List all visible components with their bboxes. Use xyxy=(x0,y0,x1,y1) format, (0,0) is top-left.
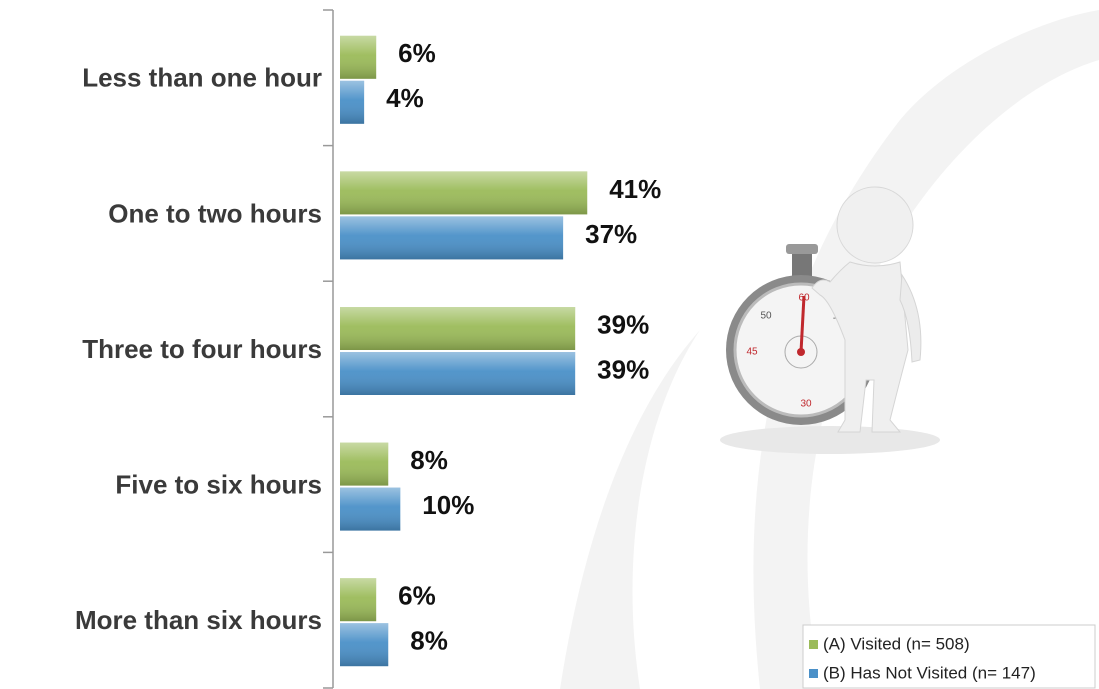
svg-text:60: 60 xyxy=(798,293,810,304)
legend-swatch xyxy=(809,640,818,649)
svg-text:50: 50 xyxy=(760,311,772,322)
value-label: 10% xyxy=(422,490,474,520)
bar-shine xyxy=(340,171,588,215)
category-label: Five to six hours xyxy=(115,469,322,499)
bar-shine xyxy=(340,442,389,486)
value-label: 39% xyxy=(597,309,649,339)
bar-shine xyxy=(340,352,576,395)
legend-swatch xyxy=(809,669,818,678)
value-label: 6% xyxy=(398,581,436,611)
category-label: Less than one hour xyxy=(82,63,322,93)
value-label: 41% xyxy=(609,174,661,204)
bar-shine xyxy=(340,216,564,260)
legend-box xyxy=(802,624,1096,689)
bar-shine xyxy=(340,578,377,622)
value-label: 6% xyxy=(398,38,436,68)
category-label: Three to four hours xyxy=(82,334,322,364)
bar-shine xyxy=(340,80,365,124)
value-label: 39% xyxy=(597,354,649,384)
legend-label: (B) Has Not Visited (n= 147) xyxy=(823,663,1036,682)
svg-text:30: 30 xyxy=(800,399,812,410)
legend-label: (A) Visited (n= 508) xyxy=(823,634,970,653)
svg-text:45: 45 xyxy=(746,347,758,358)
value-label: 8% xyxy=(410,445,448,475)
category-label: More than six hours xyxy=(75,605,322,635)
value-label: 4% xyxy=(386,83,424,113)
bar-shine xyxy=(340,487,401,531)
bar-shine xyxy=(340,307,576,350)
bar-shine xyxy=(340,35,377,79)
value-label: 37% xyxy=(585,219,637,249)
bar-shine xyxy=(340,623,389,667)
category-label: One to two hours xyxy=(108,198,322,228)
value-label: 8% xyxy=(410,626,448,656)
